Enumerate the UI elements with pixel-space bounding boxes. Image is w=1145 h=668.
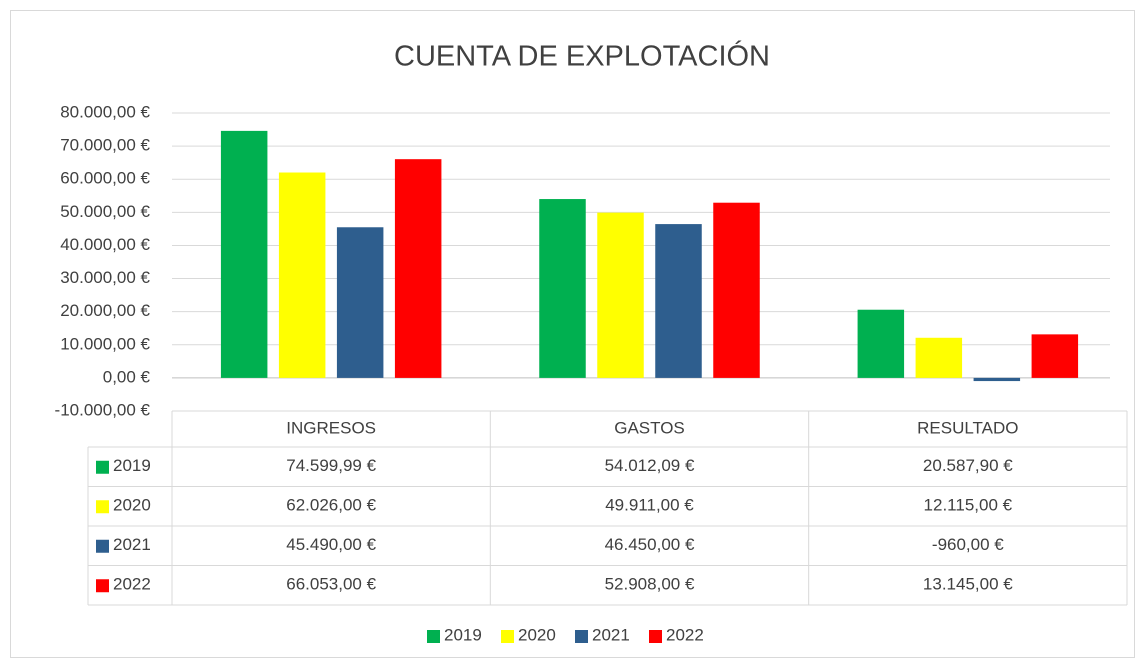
table-header: RESULTADO — [917, 418, 1018, 437]
table-cell: 74.599,99 € — [286, 456, 376, 475]
y-tick-label: 80.000,00 € — [60, 102, 150, 121]
y-tick-label: 40.000,00 € — [60, 235, 150, 254]
y-tick-label: 30.000,00 € — [60, 268, 150, 287]
table-cell: 46.450,00 € — [605, 535, 695, 554]
table-row-label: 2022 — [113, 575, 151, 594]
legend-swatch — [501, 630, 514, 643]
table-row-label: 2021 — [113, 535, 151, 554]
legend-swatch — [649, 630, 662, 643]
legend-label: 2020 — [518, 625, 556, 644]
bar — [655, 224, 702, 378]
y-tick-label: -10.000,00 € — [55, 400, 151, 419]
table-cell: 54.012,09 € — [605, 456, 695, 475]
bar — [857, 309, 905, 378]
bar — [336, 227, 384, 378]
table-header: GASTOS — [614, 418, 685, 437]
y-tick-label: 0,00 € — [103, 367, 151, 386]
legend-key — [96, 460, 109, 474]
table-row-label: 2020 — [113, 496, 151, 515]
table-cell: -960,00 € — [932, 535, 1004, 554]
legend-swatch — [427, 630, 440, 643]
legend-key — [96, 539, 109, 553]
chart-title: CUENTA DE EXPLOTACIÓN — [394, 40, 770, 73]
legend-label: 2019 — [444, 625, 482, 644]
y-tick-label: 10.000,00 € — [60, 334, 150, 353]
legend-key — [96, 500, 109, 514]
table-cell: 45.490,00 € — [286, 535, 376, 554]
table-cell: 13.145,00 € — [923, 575, 1013, 594]
y-tick-label: 50.000,00 € — [60, 202, 150, 221]
table-cell: 62.026,00 € — [286, 496, 376, 515]
table-cell: 20.587,90 € — [923, 456, 1013, 475]
bar — [394, 159, 442, 378]
y-tick-label: 70.000,00 € — [60, 136, 150, 155]
bar — [973, 377, 1021, 382]
legend-key — [96, 579, 109, 593]
table-cell: 66.053,00 € — [286, 575, 376, 594]
bar — [220, 130, 268, 378]
table-row-label: 2019 — [113, 456, 151, 475]
table-cell: 49.911,00 € — [605, 496, 694, 515]
table-cell: 12.115,00 € — [924, 496, 1013, 515]
bar — [713, 202, 760, 378]
bar — [1031, 334, 1079, 378]
bar — [597, 212, 644, 378]
bar — [278, 172, 326, 378]
legend-swatch — [575, 630, 588, 643]
legend-label: 2021 — [592, 625, 630, 644]
table-header: INGRESOS — [286, 418, 376, 437]
table-cell: 52.908,00 € — [605, 575, 695, 594]
bar — [915, 337, 963, 378]
y-tick-label: 20.000,00 € — [60, 301, 150, 320]
legend-label: 2022 — [666, 625, 704, 644]
bar — [539, 199, 586, 378]
y-tick-label: 60.000,00 € — [60, 169, 150, 188]
